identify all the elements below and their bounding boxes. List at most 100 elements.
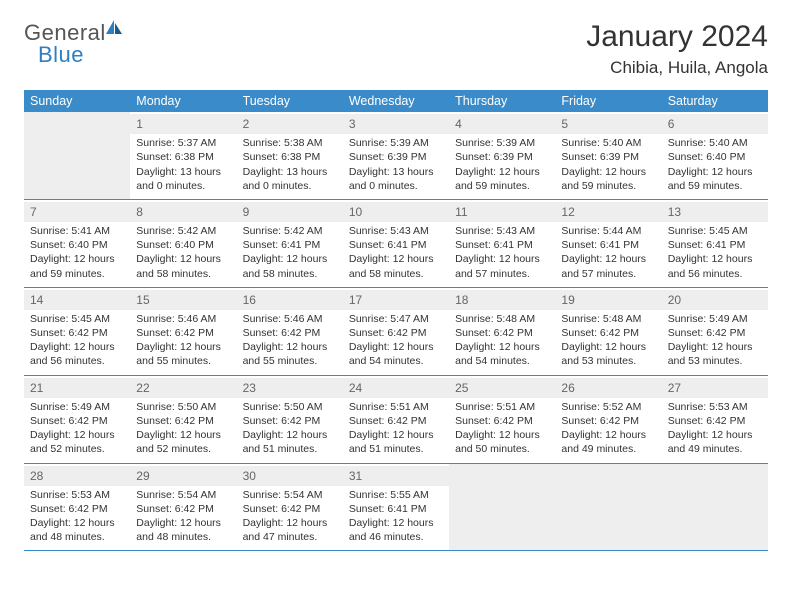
day-cell: 9Sunrise: 5:42 AMSunset: 6:41 PMDaylight…: [237, 200, 343, 287]
day-daylight2: and 59 minutes.: [30, 267, 124, 281]
day-daylight2: and 55 minutes.: [136, 354, 230, 368]
day-cell: 18Sunrise: 5:48 AMSunset: 6:42 PMDayligh…: [449, 288, 555, 375]
day-daylight2: and 58 minutes.: [349, 267, 443, 281]
day-body: Sunrise: 5:48 AMSunset: 6:42 PMDaylight:…: [559, 312, 657, 369]
day-daylight1: Daylight: 12 hours: [136, 516, 230, 530]
day-daylight2: and 50 minutes.: [455, 442, 549, 456]
day-daylight1: Daylight: 12 hours: [349, 516, 443, 530]
weekday-header: Tuesday: [237, 90, 343, 112]
week-row: 21Sunrise: 5:49 AMSunset: 6:42 PMDayligh…: [24, 376, 768, 464]
day-sunset: Sunset: 6:42 PM: [561, 326, 655, 340]
day-sunrise: Sunrise: 5:55 AM: [349, 488, 443, 502]
day-number: 28: [24, 466, 130, 486]
day-body: Sunrise: 5:50 AMSunset: 6:42 PMDaylight:…: [241, 400, 339, 457]
day-daylight1: Daylight: 12 hours: [136, 340, 230, 354]
day-daylight2: and 57 minutes.: [561, 267, 655, 281]
day-daylight2: and 58 minutes.: [243, 267, 337, 281]
day-body: Sunrise: 5:37 AMSunset: 6:38 PMDaylight:…: [134, 136, 232, 193]
day-body: Sunrise: 5:43 AMSunset: 6:41 PMDaylight:…: [347, 224, 445, 281]
day-sunrise: Sunrise: 5:39 AM: [349, 136, 443, 150]
day-cell: 10Sunrise: 5:43 AMSunset: 6:41 PMDayligh…: [343, 200, 449, 287]
day-cell: 28Sunrise: 5:53 AMSunset: 6:42 PMDayligh…: [24, 464, 130, 551]
day-sunrise: Sunrise: 5:43 AM: [455, 224, 549, 238]
day-daylight2: and 49 minutes.: [668, 442, 762, 456]
day-daylight2: and 59 minutes.: [455, 179, 549, 193]
day-number: 17: [343, 290, 449, 310]
day-sunset: Sunset: 6:42 PM: [136, 502, 230, 516]
day-sunset: Sunset: 6:42 PM: [243, 326, 337, 340]
day-number: 2: [237, 114, 343, 134]
day-sunset: Sunset: 6:41 PM: [455, 238, 549, 252]
day-number: 26: [555, 378, 661, 398]
day-number: 22: [130, 378, 236, 398]
day-cell: 27Sunrise: 5:53 AMSunset: 6:42 PMDayligh…: [662, 376, 768, 463]
day-daylight1: Daylight: 12 hours: [561, 252, 655, 266]
day-sunset: Sunset: 6:42 PM: [243, 502, 337, 516]
day-sunrise: Sunrise: 5:52 AM: [561, 400, 655, 414]
day-daylight2: and 0 minutes.: [349, 179, 443, 193]
day-body: Sunrise: 5:45 AMSunset: 6:41 PMDaylight:…: [666, 224, 764, 281]
day-sunset: Sunset: 6:40 PM: [136, 238, 230, 252]
day-sunset: Sunset: 6:42 PM: [136, 326, 230, 340]
logo-text-2: Blue: [38, 42, 84, 67]
day-daylight1: Daylight: 12 hours: [30, 252, 124, 266]
weekday-header: Sunday: [24, 90, 130, 112]
day-cell: 8Sunrise: 5:42 AMSunset: 6:40 PMDaylight…: [130, 200, 236, 287]
day-cell: 20Sunrise: 5:49 AMSunset: 6:42 PMDayligh…: [662, 288, 768, 375]
day-daylight1: Daylight: 12 hours: [455, 252, 549, 266]
day-sunrise: Sunrise: 5:51 AM: [349, 400, 443, 414]
day-daylight1: Daylight: 12 hours: [243, 252, 337, 266]
day-daylight2: and 59 minutes.: [668, 179, 762, 193]
day-number: 30: [237, 466, 343, 486]
day-sunrise: Sunrise: 5:46 AM: [243, 312, 337, 326]
weekday-header: Monday: [130, 90, 236, 112]
day-daylight2: and 58 minutes.: [136, 267, 230, 281]
day-daylight1: Daylight: 12 hours: [136, 252, 230, 266]
day-daylight1: Daylight: 12 hours: [349, 340, 443, 354]
day-daylight2: and 51 minutes.: [243, 442, 337, 456]
week-row: 7Sunrise: 5:41 AMSunset: 6:40 PMDaylight…: [24, 200, 768, 288]
day-daylight1: Daylight: 12 hours: [561, 428, 655, 442]
day-daylight1: Daylight: 12 hours: [243, 516, 337, 530]
day-daylight1: Daylight: 12 hours: [349, 252, 443, 266]
day-body: Sunrise: 5:53 AMSunset: 6:42 PMDaylight:…: [666, 400, 764, 457]
day-sunrise: Sunrise: 5:45 AM: [668, 224, 762, 238]
day-sunset: Sunset: 6:40 PM: [668, 150, 762, 164]
day-daylight1: Daylight: 12 hours: [561, 165, 655, 179]
day-sunset: Sunset: 6:42 PM: [455, 414, 549, 428]
day-number: 7: [24, 202, 130, 222]
day-cell: 11Sunrise: 5:43 AMSunset: 6:41 PMDayligh…: [449, 200, 555, 287]
day-body: Sunrise: 5:54 AMSunset: 6:42 PMDaylight:…: [241, 488, 339, 545]
day-cell: 22Sunrise: 5:50 AMSunset: 6:42 PMDayligh…: [130, 376, 236, 463]
day-cell: 3Sunrise: 5:39 AMSunset: 6:39 PMDaylight…: [343, 112, 449, 199]
day-daylight1: Daylight: 12 hours: [455, 165, 549, 179]
day-sunrise: Sunrise: 5:54 AM: [243, 488, 337, 502]
day-cell: 5Sunrise: 5:40 AMSunset: 6:39 PMDaylight…: [555, 112, 661, 199]
day-cell: 14Sunrise: 5:45 AMSunset: 6:42 PMDayligh…: [24, 288, 130, 375]
day-body: Sunrise: 5:55 AMSunset: 6:41 PMDaylight:…: [347, 488, 445, 545]
day-sunrise: Sunrise: 5:43 AM: [349, 224, 443, 238]
day-daylight2: and 54 minutes.: [455, 354, 549, 368]
day-cell: 6Sunrise: 5:40 AMSunset: 6:40 PMDaylight…: [662, 112, 768, 199]
day-sunrise: Sunrise: 5:50 AM: [136, 400, 230, 414]
day-body: Sunrise: 5:48 AMSunset: 6:42 PMDaylight:…: [453, 312, 551, 369]
day-sunset: Sunset: 6:40 PM: [30, 238, 124, 252]
day-sunrise: Sunrise: 5:42 AM: [243, 224, 337, 238]
day-cell: 23Sunrise: 5:50 AMSunset: 6:42 PMDayligh…: [237, 376, 343, 463]
day-cell: 12Sunrise: 5:44 AMSunset: 6:41 PMDayligh…: [555, 200, 661, 287]
day-body: Sunrise: 5:40 AMSunset: 6:39 PMDaylight:…: [559, 136, 657, 193]
day-daylight1: Daylight: 12 hours: [668, 428, 762, 442]
day-number: 20: [662, 290, 768, 310]
day-daylight2: and 56 minutes.: [668, 267, 762, 281]
day-sunset: Sunset: 6:38 PM: [136, 150, 230, 164]
day-body: Sunrise: 5:43 AMSunset: 6:41 PMDaylight:…: [453, 224, 551, 281]
day-sunset: Sunset: 6:42 PM: [668, 414, 762, 428]
day-daylight1: Daylight: 12 hours: [30, 516, 124, 530]
weekday-header: Saturday: [662, 90, 768, 112]
day-sunset: Sunset: 6:42 PM: [30, 502, 124, 516]
day-cell-empty: [24, 112, 130, 199]
day-sunset: Sunset: 6:41 PM: [349, 502, 443, 516]
weekday-header: Thursday: [449, 90, 555, 112]
day-body: Sunrise: 5:46 AMSunset: 6:42 PMDaylight:…: [134, 312, 232, 369]
day-sunrise: Sunrise: 5:50 AM: [243, 400, 337, 414]
